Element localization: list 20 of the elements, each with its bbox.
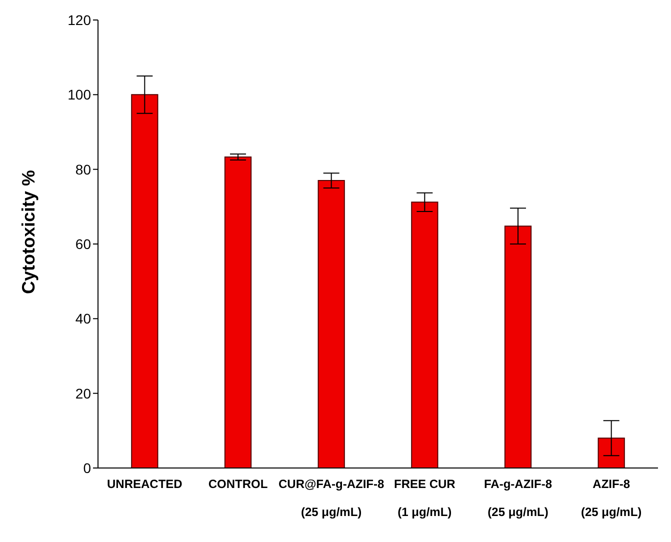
x-tick-label: CONTROL xyxy=(208,477,268,491)
y-tick-label: 40 xyxy=(75,310,92,327)
bar xyxy=(224,156,252,468)
y-tick-label: 120 xyxy=(68,12,92,28)
y-tick-label: 60 xyxy=(75,236,92,252)
y-tick-label: 80 xyxy=(75,161,92,178)
x-tick-label: CUR@FA-g-AZIF-8 (25 μg/mL) xyxy=(278,477,384,519)
bar xyxy=(598,438,625,468)
y-tick-label: 20 xyxy=(75,385,92,402)
bar xyxy=(504,226,532,468)
y-tick-label: 0 xyxy=(83,460,92,476)
x-tick-label: FREE CUR (1 μg/mL) xyxy=(394,477,456,519)
x-tick-label: AZIF-8 (25 μg/mL) xyxy=(580,477,642,519)
bar xyxy=(411,202,438,468)
bar xyxy=(318,180,345,468)
y-tick-label: 100 xyxy=(68,86,92,103)
bar xyxy=(131,94,158,468)
y-axis-title: Cytotoxicity % xyxy=(18,170,38,294)
x-tick-label: FA-g-AZIF-8 (25 μg/mL) xyxy=(484,477,552,519)
x-tick-label: UNREACTED xyxy=(106,477,183,491)
